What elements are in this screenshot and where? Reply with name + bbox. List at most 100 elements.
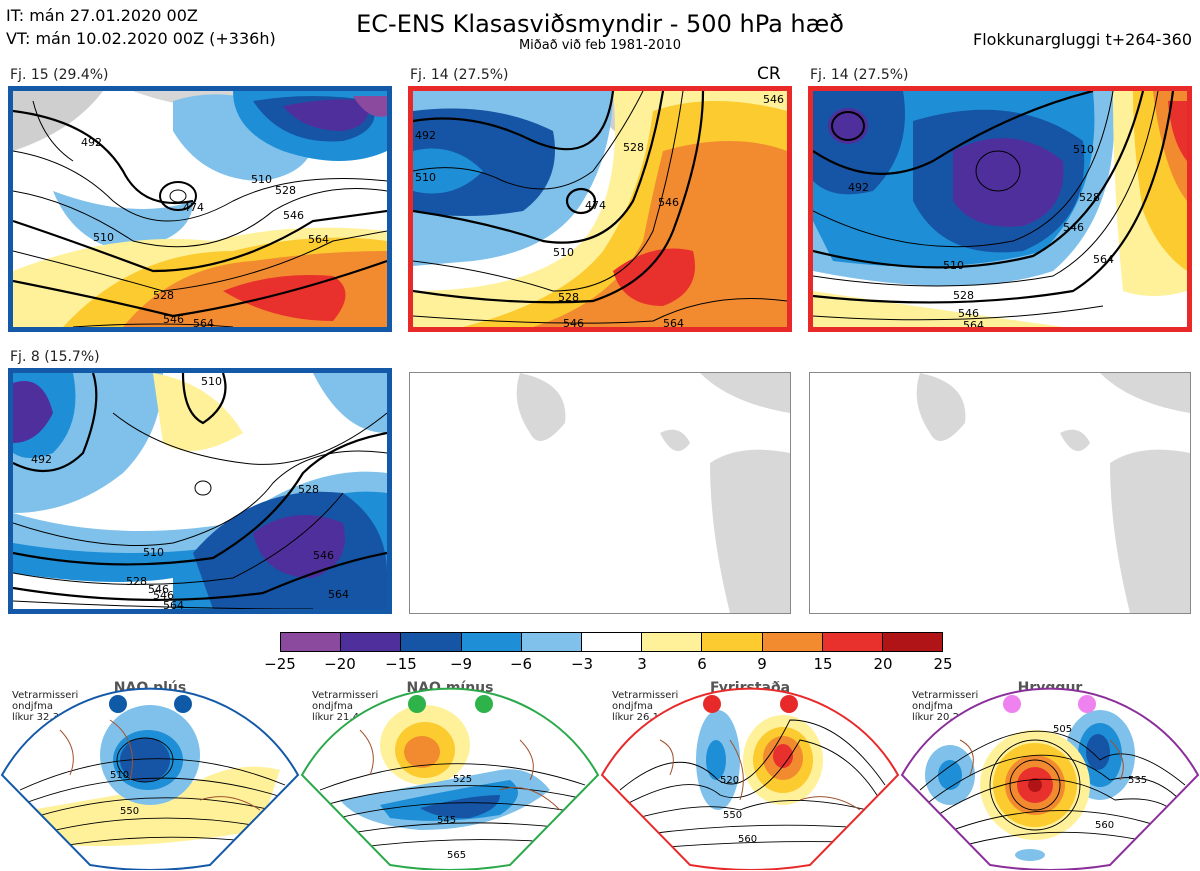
- contour-label: 510: [201, 375, 222, 388]
- colorbar-segment: [521, 633, 582, 651]
- colorbar-segment: [882, 633, 943, 651]
- contour-label: 528: [558, 291, 579, 304]
- contour-label: 564: [193, 317, 214, 327]
- empty-map-6: [809, 372, 1191, 614]
- colorbar-segment: [581, 633, 643, 651]
- regime-outline: [300, 687, 600, 870]
- cluster-map-3[interactable]: 492 510 528 546 564 510 528 546 564: [808, 86, 1192, 332]
- regime-dot: [408, 695, 426, 713]
- cluster-map-1[interactable]: 474 492 510 528 546 564 528 546 564 510: [8, 86, 392, 332]
- init-time: IT: mán 27.01.2020 00Z: [6, 6, 198, 25]
- colorbar-tick: −3: [570, 655, 594, 673]
- colorbar-segment: [401, 633, 462, 651]
- contour-label: 510: [1073, 143, 1094, 156]
- colorbar-tick: 15: [813, 655, 833, 673]
- colorbar-tick: 9: [757, 655, 767, 673]
- colorbar-segment: [822, 633, 883, 651]
- regime-dot: [1078, 695, 1096, 713]
- panel-4-label: Fj. 8 (15.7%): [10, 349, 100, 365]
- svg-text:565: 565: [447, 850, 466, 861]
- regime-dot: [1003, 695, 1021, 713]
- contour-label: 564: [328, 588, 349, 601]
- contour-label: 474: [183, 201, 204, 214]
- contour-label: 510: [943, 259, 964, 272]
- regime-blocking[interactable]: Fyrirstaða Vetrarmisseri ondjfma líkur 26,…: [600, 680, 900, 870]
- panel-2-cr-label: CR: [757, 64, 781, 84]
- contour-label: 546: [313, 549, 334, 562]
- colorbar-tick: 6: [697, 655, 707, 673]
- colorbar-tick: −9: [449, 655, 473, 673]
- contour-label: 528: [126, 575, 147, 588]
- panel-2-label: Fj. 14 (27.5%): [410, 67, 509, 83]
- colorbar-segment: [702, 633, 763, 651]
- panel-3-label: Fj. 14 (27.5%): [810, 67, 909, 83]
- contour-label: 564: [163, 599, 184, 609]
- svg-text:545: 545: [437, 815, 456, 826]
- svg-text:560: 560: [738, 834, 757, 845]
- contour-label: 546: [763, 93, 784, 106]
- cluster-map-2[interactable]: 492 474 510 528 546 564 528 546 510 546: [408, 86, 792, 332]
- contour-label: 546: [1063, 221, 1084, 234]
- contour-label: 546: [153, 589, 174, 602]
- regime-dot: [475, 695, 493, 713]
- contour-label: 510: [415, 171, 436, 184]
- svg-text:560: 560: [1095, 820, 1114, 831]
- contour-label: 528: [623, 141, 644, 154]
- contour-label: 546: [563, 317, 584, 327]
- contour-label: 546: [958, 307, 979, 320]
- regime-nao-plus[interactable]: NAO plús Vetrarmisseri ondjfma líkur 32,3%…: [0, 680, 300, 870]
- regime-info: Vetrarmisseri ondjfma líkur 26,1%: [612, 690, 679, 723]
- colorbar-tick: −25: [264, 655, 296, 673]
- regime-info: Vetrarmisseri ondjfma líkur 32,3%: [12, 690, 79, 723]
- contour-label: 564: [1093, 253, 1114, 266]
- contour-label: 528: [153, 289, 174, 302]
- svg-text:550: 550: [723, 810, 742, 821]
- contour-label: 510: [93, 231, 114, 244]
- valid-time: VT: mán 10.02.2020 00Z (+336h): [6, 29, 276, 48]
- colorbar-tick: −6: [509, 655, 533, 673]
- page-title: EC-ENS Klasasviðsmyndir - 500 hPa hæð: [356, 10, 844, 38]
- regime-info: Vetrarmisseri ondjfma líkur 20,2%: [912, 690, 979, 723]
- regime-ridge[interactable]: Hryggur Vetrarmisseri ondjfma líkur 20,2%: [900, 680, 1200, 870]
- contour-label: 528: [953, 289, 974, 302]
- regime-dot: [780, 695, 798, 713]
- contour-label: 546: [283, 209, 304, 222]
- regime-dot: [703, 695, 721, 713]
- contour-label: 492: [31, 453, 52, 466]
- colorbar-tick: 20: [873, 655, 893, 673]
- colorbar-tick: 3: [637, 655, 647, 673]
- svg-text:525: 525: [453, 774, 472, 785]
- contour-label: 492: [81, 136, 102, 149]
- cluster-map-4[interactable]: 510 492 510 528 546 546 528 564 546 564: [8, 368, 392, 614]
- panel-1-label: Fj. 15 (29.4%): [10, 67, 109, 83]
- contour-label: 528: [1079, 191, 1100, 204]
- contour-label: 474: [585, 199, 606, 212]
- colorbar-segment: [762, 633, 823, 651]
- regime-info: Vetrarmisseri ondjfma líkur 21,4%: [312, 690, 379, 723]
- regime-nao-minus[interactable]: NAO mínus Vetrarmisseri ondjfma líkur 21,4…: [300, 680, 600, 870]
- svg-text:520: 520: [720, 775, 739, 786]
- colorbar-tick: 25: [933, 655, 953, 673]
- svg-text:550: 550: [120, 806, 139, 817]
- colorbar-segment: [642, 633, 703, 651]
- classification-window: Flokkunargluggi t+264-360: [973, 30, 1192, 49]
- contour-label: 546: [148, 583, 169, 596]
- header-times: IT: mán 27.01.2020 00Z VT: mán 10.02.202…: [6, 4, 276, 50]
- colorbar-segment: [461, 633, 522, 651]
- page-subtitle: Miðað við feb 1981-2010: [518, 38, 682, 53]
- colorbar: [280, 632, 943, 652]
- regime-outline: [900, 687, 1200, 870]
- colorbar-segment: [341, 633, 402, 651]
- regime-dot: [174, 695, 192, 713]
- colorbar-segment: [281, 633, 342, 651]
- contour-label: 528: [298, 483, 319, 496]
- contour-label: 528: [275, 184, 296, 197]
- svg-text:505: 505: [1053, 724, 1072, 735]
- contour-label: 510: [143, 546, 164, 559]
- colorbar-tick: −20: [324, 655, 356, 673]
- svg-text:535: 535: [1128, 775, 1147, 786]
- contour-label: 564: [963, 319, 984, 327]
- contour-label: 492: [848, 181, 869, 194]
- colorbar-tick: −15: [385, 655, 417, 673]
- contour-label: 510: [251, 173, 272, 186]
